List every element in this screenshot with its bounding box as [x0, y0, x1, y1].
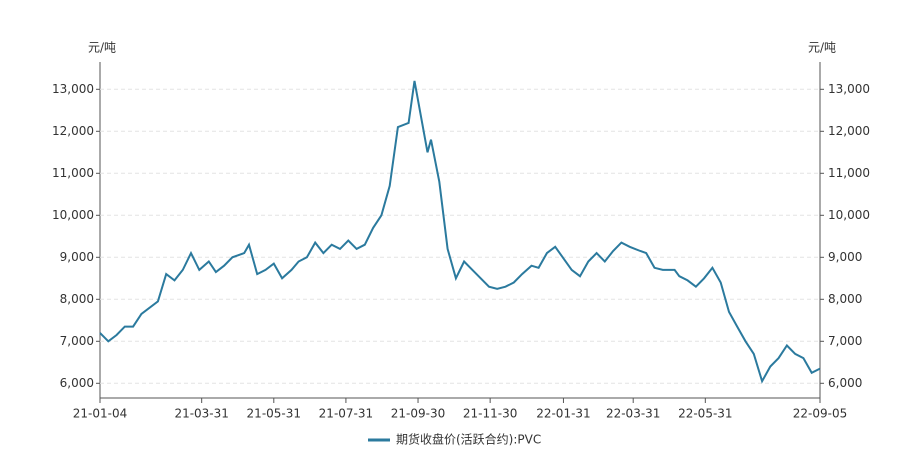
y2-tick-label: 6,000 [828, 376, 862, 390]
x-tick-label: 21-01-04 [73, 407, 127, 421]
y-tick-label: 11,000 [52, 166, 94, 180]
legend-label: 期货收盘价(活跃合约):PVC [396, 432, 541, 447]
y-tick-label: 12,000 [52, 124, 94, 138]
x-tick-label: 21-07-31 [319, 407, 373, 421]
y2-tick-label: 7,000 [828, 334, 862, 348]
y-axis-label: 元/吨 [88, 41, 116, 55]
x-tick-label: 22-01-31 [536, 407, 590, 421]
data-line [99, 80, 821, 384]
x-tick-label: 22-09-05 [793, 407, 847, 421]
x-tick-label: 21-03-31 [174, 407, 228, 421]
x-tick-label: 21-11-30 [463, 407, 517, 421]
y2-tick-label: 13,000 [828, 82, 870, 96]
y-tick-label: 13,000 [52, 82, 94, 96]
y-tick-label: 7,000 [60, 334, 94, 348]
y2-axis-label: 元/吨 [808, 41, 836, 55]
y2-tick-label: 8,000 [828, 292, 862, 306]
x-tick-label: 22-03-31 [606, 407, 660, 421]
x-tick-label: 21-05-31 [247, 407, 301, 421]
y-tick-label: 8,000 [60, 292, 94, 306]
y2-tick-label: 11,000 [828, 166, 870, 180]
y2-tick-label: 12,000 [828, 124, 870, 138]
y2-tick-label: 10,000 [828, 208, 870, 222]
y-tick-label: 6,000 [60, 376, 94, 390]
x-tick-label: 21-09-30 [391, 407, 445, 421]
y-tick-label: 9,000 [60, 250, 94, 264]
x-tick-label: 22-05-31 [678, 407, 732, 421]
y-tick-label: 10,000 [52, 208, 94, 222]
y2-tick-label: 9,000 [828, 250, 862, 264]
